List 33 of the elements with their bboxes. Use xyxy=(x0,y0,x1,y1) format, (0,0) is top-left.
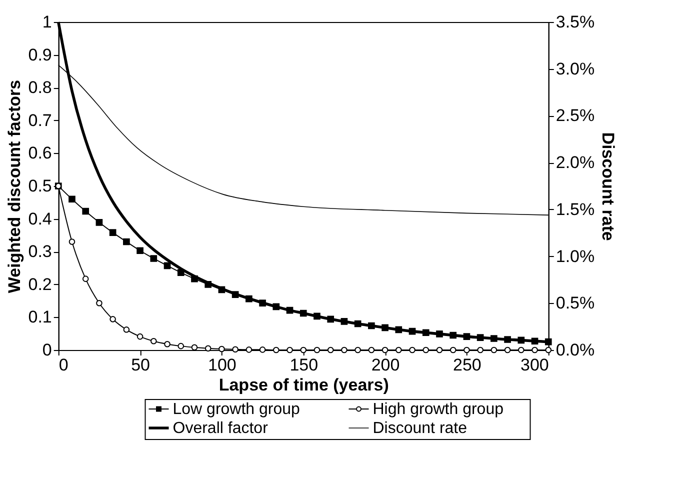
y2-tick-label: 1.5% xyxy=(556,200,595,219)
x-tick-label: 0 xyxy=(58,356,68,374)
y-tick-label: 0 xyxy=(42,340,52,360)
x-tick-label: 300 xyxy=(520,356,549,374)
legend-label: Low growth group xyxy=(172,401,300,418)
y-tick-label: 0.7 xyxy=(28,110,52,130)
y2-tick-label: 0.5% xyxy=(556,294,595,313)
y-tick-label: 0.1 xyxy=(28,308,52,327)
y2-tick-label: 2.0% xyxy=(556,153,595,172)
y-tick-label: 0.5 xyxy=(28,176,52,196)
y2-tick-label: 3.0% xyxy=(556,59,595,78)
x-tick-label: 200 xyxy=(371,356,400,374)
y2-axis-title: Discount rate xyxy=(598,132,618,241)
x-tick-label: 250 xyxy=(453,356,482,374)
legend-label: Overall factor xyxy=(172,420,269,437)
y-tick-label: 0.9 xyxy=(28,45,52,64)
y2-tick-label: 2.5% xyxy=(556,106,595,126)
y-tick-label: 0.3 xyxy=(28,242,52,262)
x-axis-title: Lapse of time (years) xyxy=(218,376,389,394)
y-tick-label: 0.4 xyxy=(28,209,52,228)
y2-tick-label: 3.5% xyxy=(556,12,595,32)
x-tick-label: 150 xyxy=(290,356,318,374)
x-tick-label: 100 xyxy=(208,356,236,374)
y-tick-label: 0.8 xyxy=(28,78,52,98)
legend-label: High growth group xyxy=(372,401,504,418)
legend-label: Discount rate xyxy=(372,420,468,437)
y-tick-label: 0.6 xyxy=(28,144,52,163)
y-tick-label: 0.2 xyxy=(28,274,52,294)
y2-tick-label: 1.0% xyxy=(556,246,595,266)
y2-tick-label: 0.0% xyxy=(556,340,595,360)
x-tick-label: 50 xyxy=(131,356,150,374)
y-tick-label: 1 xyxy=(42,12,52,32)
y-axis-title: Weighted discount factors xyxy=(5,80,24,294)
